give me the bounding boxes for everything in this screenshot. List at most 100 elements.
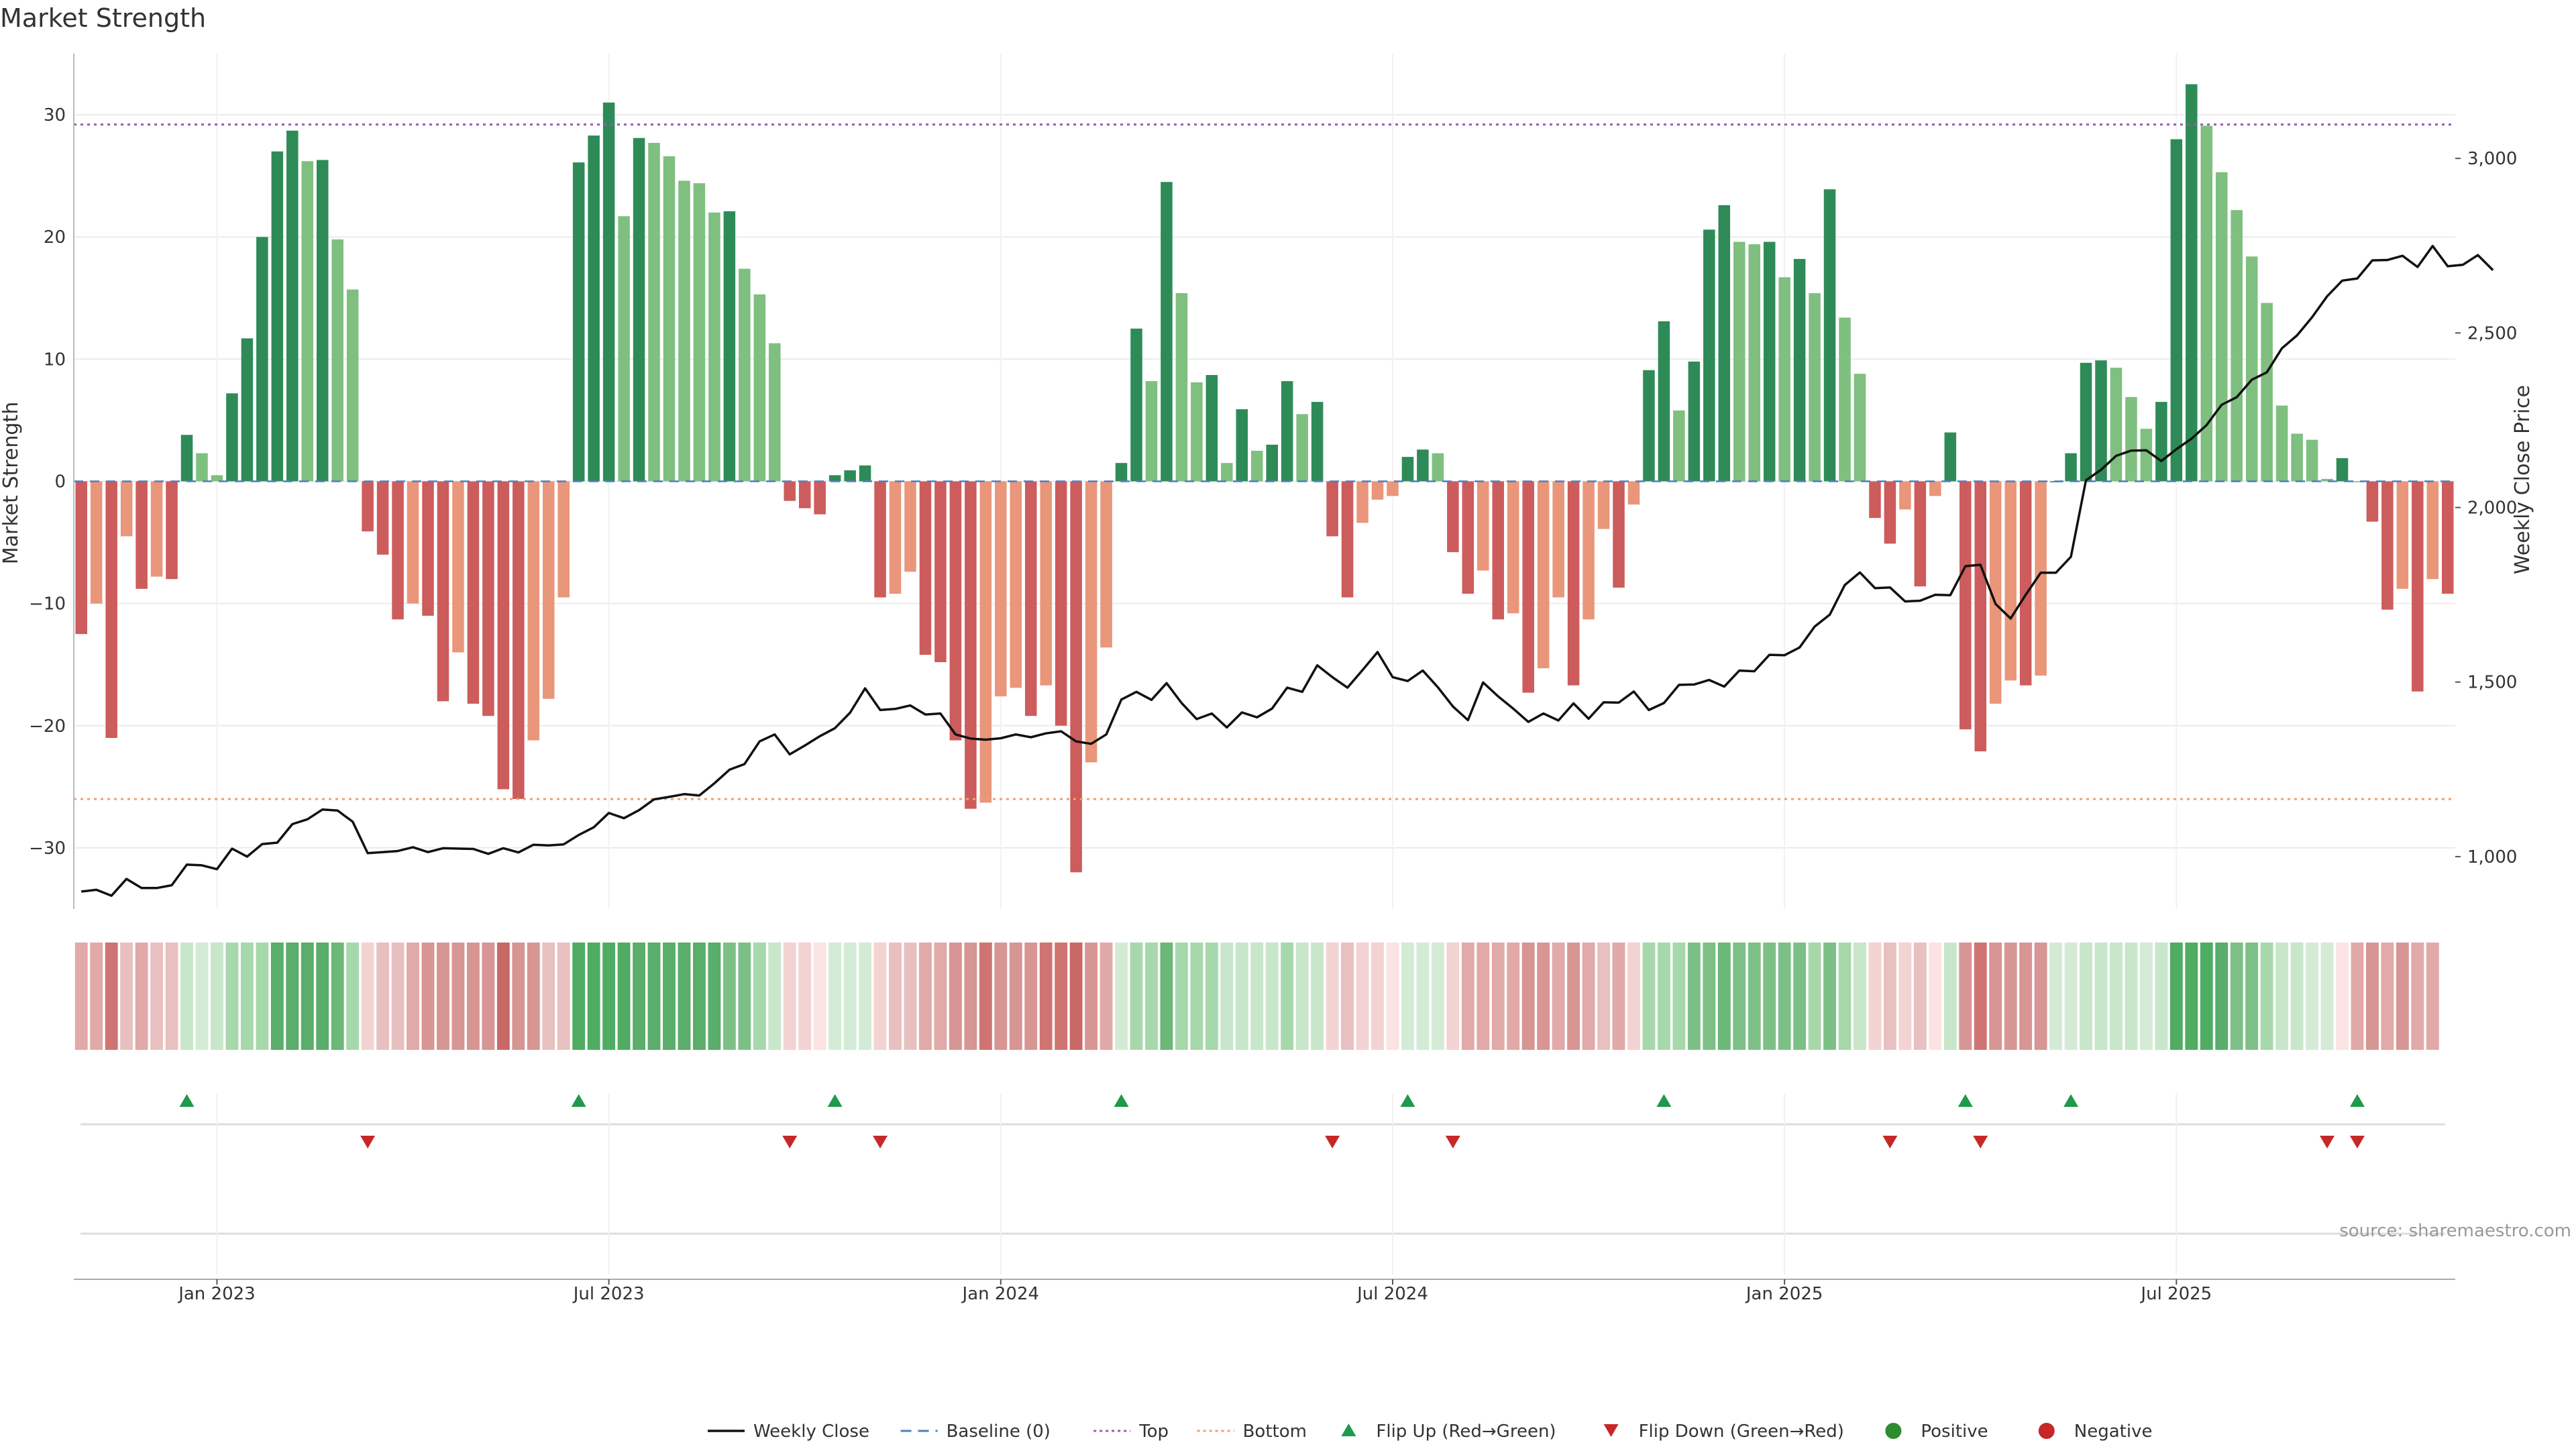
strength-bar <box>844 470 856 482</box>
strength-bar <box>1070 481 1082 873</box>
flip-markers <box>80 1093 2445 1275</box>
strength-bar <box>1371 481 1384 500</box>
legend-label: Positive <box>1921 1421 1988 1442</box>
strength-bar <box>1296 414 1308 482</box>
heatstrip-cell <box>994 943 1008 1050</box>
legend-label: Flip Down (Green→Red) <box>1639 1421 1844 1442</box>
strength-bar <box>2140 429 2153 482</box>
y2-tick-label: 1,000 <box>2467 847 2517 867</box>
strength-bar <box>1477 481 1489 571</box>
strength-bar <box>1748 244 1760 482</box>
x-tick-label: Jul 2025 <box>2139 1284 2212 1304</box>
y2-tick-label: 2,500 <box>2467 323 2517 343</box>
heatstrip-cell <box>1024 943 1038 1050</box>
heatstrip-cell <box>1838 943 1851 1050</box>
strength-bar <box>1311 402 1324 482</box>
strength-bar <box>1839 317 1851 482</box>
heatstrip-cell <box>1055 943 1068 1050</box>
strength-bar <box>346 289 359 482</box>
strength-bar <box>708 212 720 482</box>
strength-bar <box>1236 409 1248 482</box>
legend-item: Top <box>1093 1421 1169 1442</box>
y-tick-label: 30 <box>44 105 66 125</box>
strength-bar <box>1522 481 1534 693</box>
heatstrip-cell <box>617 943 631 1050</box>
heatstrip-cell <box>1823 943 1836 1050</box>
strength-bar <box>90 481 103 604</box>
strength-bar <box>75 481 87 635</box>
strength-bar <box>602 102 615 482</box>
legend-label: Top <box>1138 1421 1169 1442</box>
heatstrip-cell <box>1069 943 1083 1050</box>
strength-bar <box>2275 405 2288 482</box>
flip-down-marker <box>360 1136 376 1148</box>
heatstrip-cell <box>1175 943 1188 1050</box>
y-tick-label: 20 <box>44 227 66 248</box>
strength-bar <box>784 481 796 501</box>
strength-bar <box>331 239 343 482</box>
heatstrip-cell <box>211 943 223 1050</box>
strength-bar <box>678 180 690 482</box>
strength-bar <box>2351 481 2363 482</box>
heatstrip-cell <box>2245 943 2259 1050</box>
strength-bar <box>392 481 404 620</box>
legend-item: Baseline (0) <box>900 1421 1051 1442</box>
strength-bar <box>995 481 1007 697</box>
heatstrip-cell <box>240 943 254 1050</box>
heatstrip-cell <box>1868 943 1882 1050</box>
flip-up-marker <box>827 1094 843 1107</box>
heatstrip-cell <box>1250 943 1264 1050</box>
heatstrip-cell <box>1898 943 1912 1050</box>
strength-bar <box>1718 205 1731 482</box>
strength-bar <box>2186 84 2198 482</box>
strength-bar <box>1175 293 1188 482</box>
heatstrip-cell <box>2034 943 2047 1050</box>
legend-item: Flip Up (Red→Green) <box>1341 1421 1556 1442</box>
strength-bar <box>1100 481 1112 648</box>
y-axis-label: Market Strength <box>0 402 23 564</box>
flip-down-marker <box>873 1136 888 1148</box>
strength-bar <box>211 475 223 482</box>
strength-bar <box>2170 139 2183 482</box>
strength-bar <box>2261 303 2273 482</box>
heatstrip-cell <box>2320 943 2334 1050</box>
heatstrip-cell <box>2125 943 2138 1050</box>
strength-bar <box>2110 368 2123 482</box>
heatstrip-cell <box>647 943 661 1050</box>
flip-down-marker <box>2320 1136 2335 1148</box>
strength-bar <box>120 481 133 537</box>
strength-bar <box>1688 362 1701 482</box>
heatstrip-cell <box>1778 943 1791 1050</box>
heatstrip-cell <box>316 943 329 1050</box>
heatstrip-cell <box>421 943 435 1050</box>
heatstrip-cell <box>195 943 209 1050</box>
strength-bar <box>1447 481 1459 553</box>
strength-heatstrip <box>74 943 2439 1050</box>
strength-bar <box>1085 481 1097 763</box>
strength-bar <box>859 465 871 482</box>
strength-bar <box>316 160 329 482</box>
strength-bar <box>196 453 208 482</box>
flip-down-marker <box>1882 1136 1898 1148</box>
strength-bar <box>1115 463 1128 482</box>
strength-bar <box>150 481 163 577</box>
heatstrip-cell <box>2139 943 2153 1050</box>
heatstrip-cell <box>873 943 887 1050</box>
strength-bar <box>2442 481 2454 594</box>
heatstrip-cell <box>693 943 706 1050</box>
heatstrip-cell <box>512 943 525 1050</box>
strength-bar <box>2215 172 2228 482</box>
heatstrip-cell <box>1431 943 1444 1050</box>
heatstrip-cell <box>904 943 917 1050</box>
strength-bar <box>828 475 841 482</box>
heatstrip-cell <box>919 943 932 1050</box>
heatstrip-cell <box>1220 943 1234 1050</box>
heatstrip-cell <box>572 943 586 1050</box>
strength-bar <box>2426 481 2439 580</box>
strength-bar <box>2019 481 2032 686</box>
heatstrip-cell <box>1793 943 1807 1050</box>
heatstrip-cell <box>1386 943 1399 1050</box>
y-tick-label: −20 <box>29 716 66 737</box>
strength-bar <box>663 156 676 482</box>
